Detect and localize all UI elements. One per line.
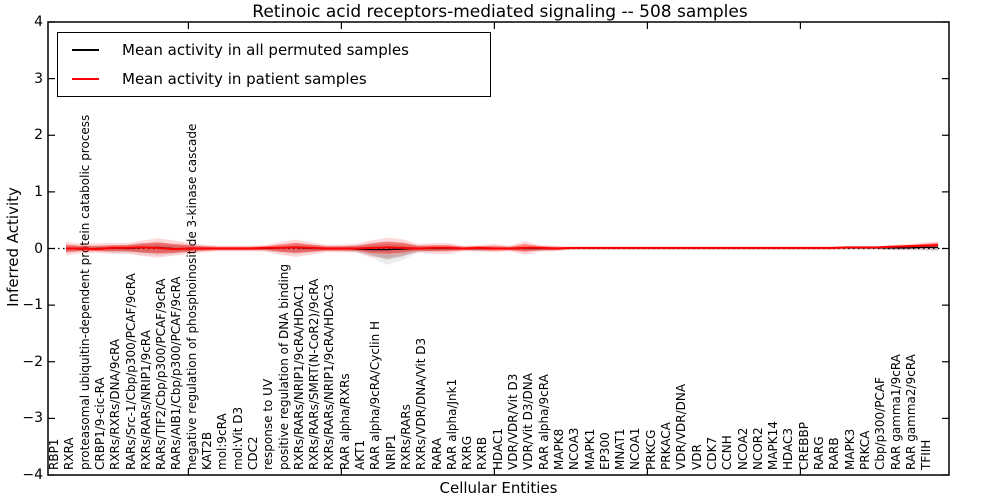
x-axis-label: Cellular Entities xyxy=(439,479,558,497)
permuted-line-sample-icon xyxy=(72,49,99,51)
y-tick-label: −4 xyxy=(22,467,43,483)
patient-line-sample-icon xyxy=(72,78,99,80)
y-tick-label: −3 xyxy=(22,410,43,427)
y-tick-label: 4 xyxy=(34,14,43,30)
y-tick-label: 2 xyxy=(34,127,43,144)
y-tick-label: 0 xyxy=(34,240,43,257)
patient-mean-line xyxy=(66,244,939,251)
legend: Mean activity in all permuted samples Me… xyxy=(57,32,491,97)
y-tick-label: −1 xyxy=(22,297,43,314)
legend-label-permuted: Mean activity in all permuted samples xyxy=(122,41,409,59)
legend-item-patient: Mean activity in patient samples xyxy=(58,65,490,94)
y-tick-label: 3 xyxy=(34,70,43,87)
legend-label-patient: Mean activity in patient samples xyxy=(122,70,367,88)
y-tick-label: −2 xyxy=(22,353,43,370)
chart-title: Retinoic acid receptors-mediated signali… xyxy=(252,2,748,22)
y-tick-label: 1 xyxy=(34,183,43,200)
legend-item-permuted: Mean activity in all permuted samples xyxy=(58,36,490,65)
